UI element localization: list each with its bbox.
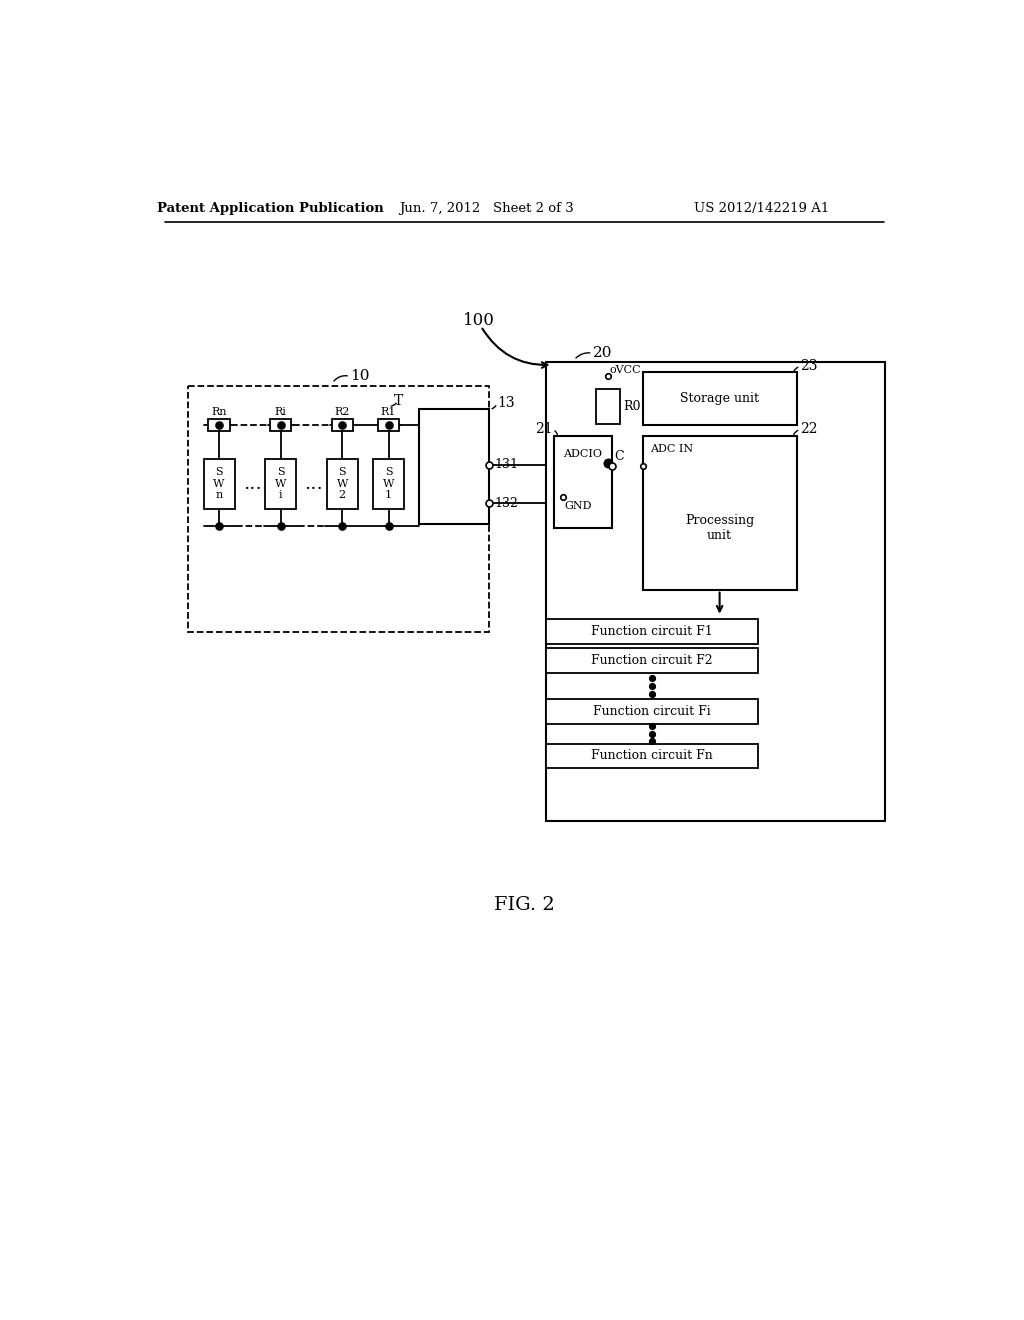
Bar [643, 372, 797, 425]
Bar [419, 409, 488, 524]
Bar [327, 459, 357, 508]
Bar [378, 418, 399, 432]
Text: ...: ... [243, 475, 261, 492]
Bar [596, 389, 620, 424]
Text: S
W
1: S W 1 [383, 467, 394, 500]
Text: Jun. 7, 2012   Sheet 2 of 3: Jun. 7, 2012 Sheet 2 of 3 [399, 202, 573, 215]
Text: Function circuit Fi: Function circuit Fi [593, 705, 711, 718]
Text: oVCC: oVCC [609, 366, 641, 375]
Bar [208, 418, 230, 432]
Text: ADC IN: ADC IN [650, 445, 693, 454]
Text: Ri: Ri [274, 407, 287, 417]
Text: R1: R1 [381, 407, 396, 417]
Text: S
W
n: S W n [213, 467, 225, 500]
Text: R0: R0 [624, 400, 641, 413]
Text: 21: 21 [535, 422, 553, 437]
Text: 20: 20 [593, 346, 612, 360]
Text: Processing
unit: Processing unit [685, 513, 755, 543]
Bar [554, 436, 611, 528]
Text: ...: ... [304, 475, 324, 492]
Text: S
W
2: S W 2 [337, 467, 348, 500]
Text: 22: 22 [801, 422, 818, 437]
Text: Function circuit F1: Function circuit F1 [592, 624, 713, 638]
Text: R2: R2 [335, 407, 350, 417]
Text: T: T [394, 393, 403, 408]
Text: 13: 13 [497, 396, 515, 411]
Bar [373, 459, 403, 508]
Text: 23: 23 [801, 359, 818, 374]
Bar [332, 418, 353, 432]
Text: 100: 100 [463, 312, 495, 329]
Text: Rn: Rn [211, 407, 227, 417]
Text: Storage unit: Storage unit [680, 392, 759, 405]
Bar [547, 743, 758, 768]
Text: Function circuit Fn: Function circuit Fn [592, 750, 713, 763]
Bar [547, 700, 758, 723]
Text: C: C [614, 450, 624, 463]
Bar [188, 385, 488, 632]
Bar [643, 436, 797, 590]
Bar [265, 459, 296, 508]
Bar [204, 459, 234, 508]
Text: Function circuit F2: Function circuit F2 [592, 653, 713, 667]
Text: S
W
i: S W i [275, 467, 287, 500]
Text: Patent Application Publication: Patent Application Publication [158, 202, 384, 215]
Bar [270, 418, 292, 432]
Bar [547, 648, 758, 673]
Bar [547, 363, 885, 821]
Text: 10: 10 [350, 370, 370, 383]
Text: 131: 131 [495, 458, 519, 471]
Text: GND: GND [565, 502, 592, 511]
Text: 132: 132 [495, 496, 518, 510]
Bar [547, 619, 758, 644]
Text: ADCIO: ADCIO [563, 449, 602, 459]
Text: US 2012/142219 A1: US 2012/142219 A1 [694, 202, 829, 215]
Text: FIG. 2: FIG. 2 [495, 896, 555, 915]
